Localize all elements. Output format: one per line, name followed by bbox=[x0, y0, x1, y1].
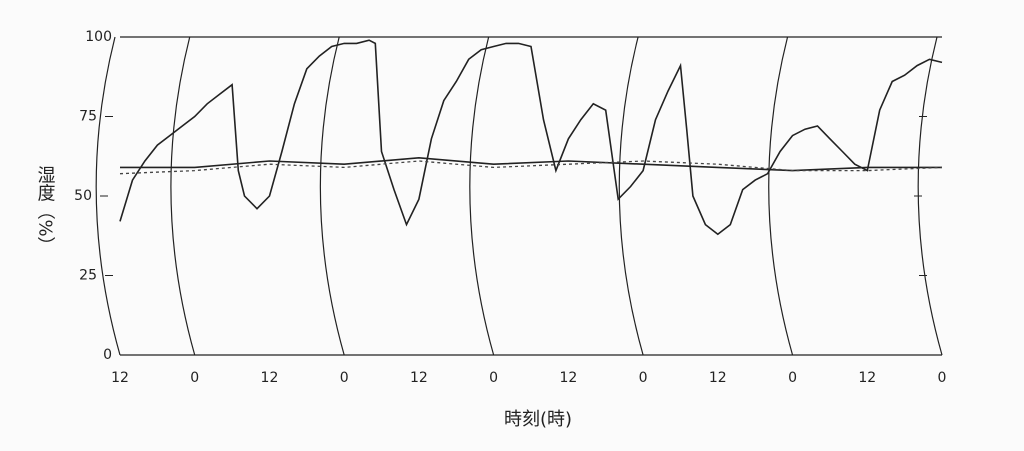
grid-arc bbox=[469, 36, 495, 356]
x-tick-label: 12 bbox=[261, 370, 279, 386]
grid-arc bbox=[917, 36, 943, 356]
x-tick-label: 12 bbox=[111, 370, 129, 386]
y-tick-label: 25 bbox=[79, 268, 97, 284]
grid-arc bbox=[170, 36, 196, 356]
y-tick-label: 0 bbox=[103, 347, 112, 363]
x-tick-label: 0 bbox=[938, 370, 947, 386]
x-axis-label: 時刻(時) bbox=[504, 409, 572, 430]
x-tick-label: 12 bbox=[559, 370, 577, 386]
x-tick-label: 0 bbox=[340, 370, 349, 386]
y-tick-label: 100 bbox=[85, 29, 112, 45]
x-tick-label: 0 bbox=[788, 370, 797, 386]
x-tick-label: 0 bbox=[190, 370, 199, 386]
series-line bbox=[120, 156, 942, 172]
grid-arc bbox=[319, 36, 345, 356]
x-tick-label: 0 bbox=[489, 370, 498, 386]
grid-arc bbox=[768, 36, 794, 356]
y-tick-label: 50 bbox=[74, 188, 92, 204]
grid-arc bbox=[618, 36, 644, 356]
series-line bbox=[119, 39, 943, 236]
x-tick-label: 12 bbox=[410, 370, 428, 386]
y-tick-label: 75 bbox=[79, 109, 97, 125]
series-line bbox=[119, 160, 943, 175]
x-tick-label: 12 bbox=[709, 370, 727, 386]
x-tick-label: 0 bbox=[639, 370, 648, 386]
y-axis-label: 湿度（%） bbox=[35, 165, 56, 254]
x-tick-label: 12 bbox=[858, 370, 876, 386]
grid-arc bbox=[95, 36, 121, 356]
